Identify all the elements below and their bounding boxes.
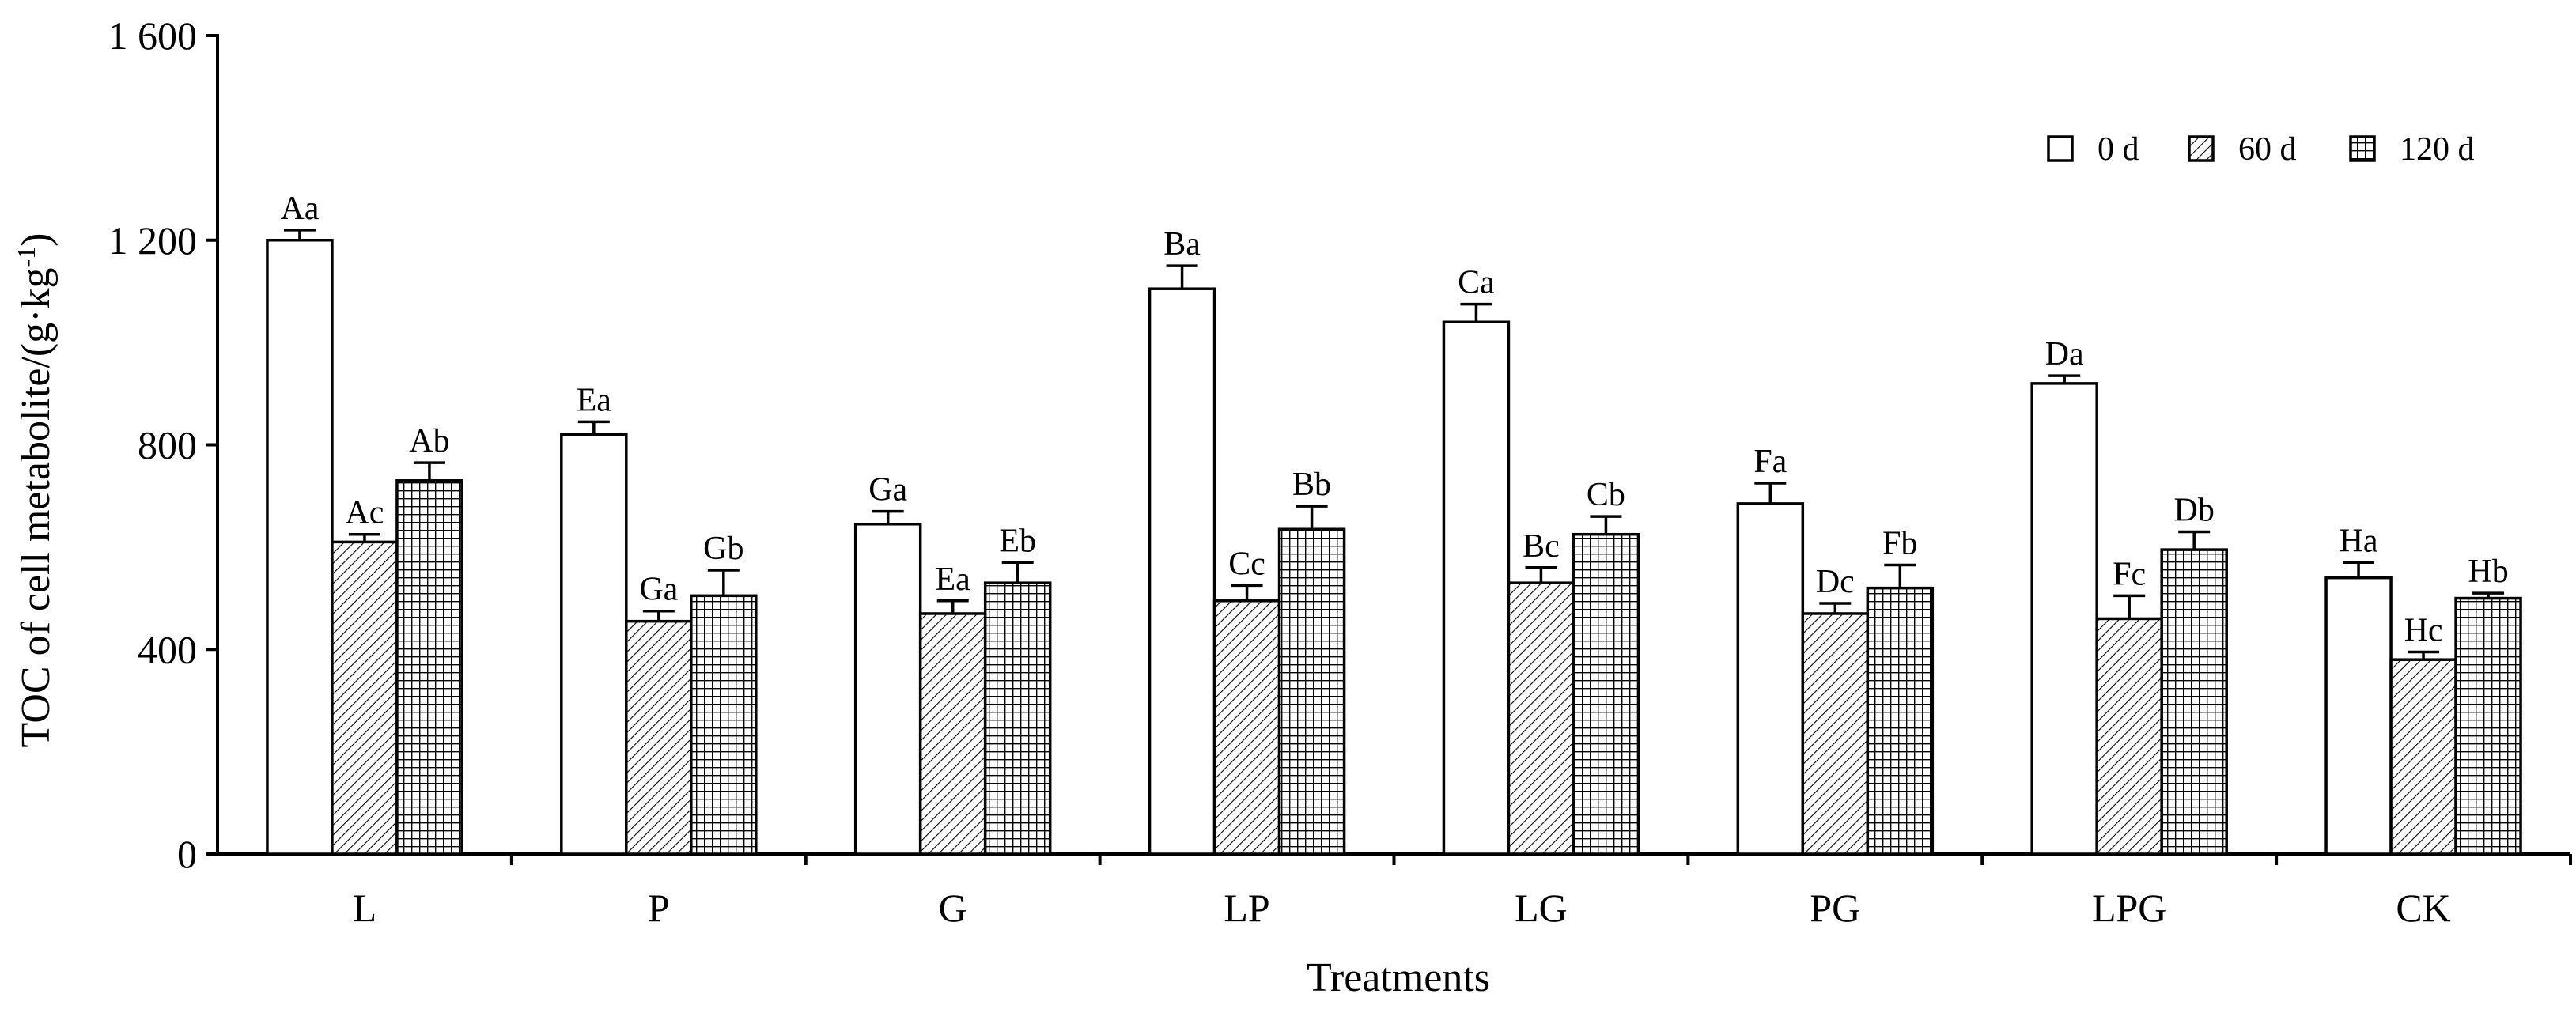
bar — [1507, 581, 1575, 856]
x-axis-title: Treatments — [1307, 955, 1490, 1000]
bar — [2324, 576, 2393, 856]
bar — [918, 612, 987, 856]
bar — [1212, 599, 1281, 856]
data-label: Ac — [345, 495, 384, 531]
bar — [2095, 617, 2163, 856]
x-tick-label: PG — [1810, 886, 1860, 930]
x-tick-label: LPG — [2092, 886, 2166, 930]
y-tick-label: 400 — [138, 627, 197, 671]
legend-label: 60 d — [2238, 131, 2297, 168]
y-tick-label: 800 — [138, 423, 197, 467]
legend-swatch — [2047, 135, 2074, 162]
legend-label: 120 d — [2400, 131, 2475, 168]
data-label: Cc — [1228, 546, 1265, 582]
legend-swatch — [2349, 135, 2376, 162]
data-label: Ga — [639, 572, 678, 608]
bar — [690, 594, 758, 856]
y-tick-label: 1 600 — [108, 13, 198, 58]
y-axis: 0 400 800 1 200 1 600 — [108, 13, 219, 876]
bar — [2389, 658, 2457, 856]
bar — [1277, 527, 1346, 856]
data-label: Fc — [2113, 556, 2146, 592]
bar — [1801, 612, 1870, 856]
data-label: Eb — [999, 523, 1036, 559]
legend: 0 d 60 d 120 d — [2047, 131, 2475, 168]
data-label: Gb — [703, 531, 743, 567]
data-label: Dc — [1816, 564, 1855, 600]
bar — [983, 581, 1052, 856]
bar — [1866, 586, 1935, 856]
data-label: Da — [2045, 336, 2084, 372]
bar — [1148, 287, 1216, 856]
bar — [331, 540, 399, 856]
bar — [266, 239, 334, 856]
bars-group: Aa Ac Ab Ea Ga Gb Ga Ea Eb Ba Cc Bb Ca Bc Cb Fa Dc Fb Da Fc… — [266, 191, 2522, 856]
x-tick-label: L — [353, 886, 377, 930]
bar — [853, 523, 922, 856]
data-label: Ea — [577, 382, 612, 418]
x-tick-label: LP — [1224, 886, 1269, 930]
bar — [560, 433, 628, 856]
data-label: Hb — [2468, 554, 2508, 590]
data-label: Bc — [1523, 528, 1560, 565]
x-tick-label: LG — [1515, 886, 1568, 930]
y-tick-label: 0 — [177, 832, 197, 876]
data-label: Cb — [1587, 477, 1625, 513]
data-label: Ca — [1458, 265, 1495, 301]
bar — [1442, 320, 1511, 856]
y-tick-label: 1 200 — [108, 218, 198, 263]
bar — [625, 619, 693, 856]
bar — [395, 479, 463, 856]
legend-label: 0 d — [2097, 131, 2139, 168]
data-label: Fb — [1882, 526, 1917, 562]
data-label: Ga — [868, 472, 907, 508]
data-label: Ea — [936, 561, 971, 598]
data-label: Fa — [1753, 444, 1787, 480]
data-label: Hc — [2404, 612, 2443, 648]
y-axis-title: TOC of cell metabolite/(g·kg-1) — [12, 233, 59, 748]
bar — [1572, 532, 1640, 856]
legend-swatch — [2188, 135, 2215, 162]
data-label: Ha — [2340, 523, 2378, 559]
bar — [2030, 382, 2098, 856]
x-tick-label: P — [648, 886, 670, 930]
data-label: Db — [2174, 492, 2215, 528]
x-tick-label: CK — [2396, 886, 2450, 930]
bar — [2454, 596, 2522, 856]
bar — [1736, 502, 1805, 856]
x-tick-label: G — [939, 886, 967, 930]
data-label: Bb — [1292, 467, 1331, 503]
bar — [2160, 548, 2228, 856]
data-label: Ba — [1163, 226, 1201, 263]
data-label: Ab — [409, 423, 449, 459]
data-label: Aa — [280, 191, 319, 227]
x-axis: L P G LP LG PG LPG CK — [218, 852, 2572, 930]
